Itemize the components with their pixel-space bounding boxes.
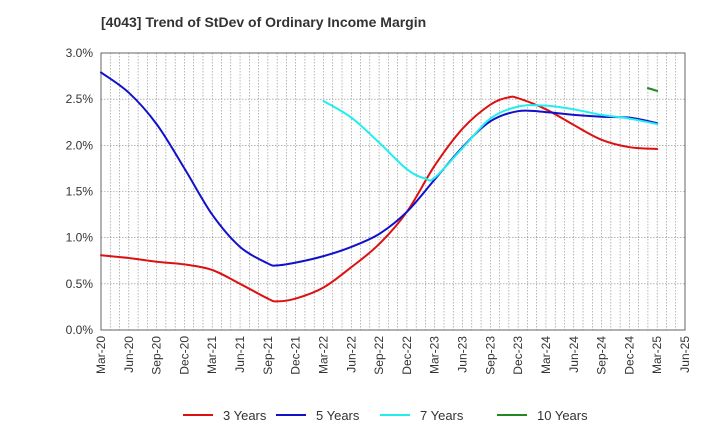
- x-tick-label: Dec-23: [511, 336, 525, 375]
- x-tick-label: Sep-22: [372, 336, 386, 375]
- y-tick-label: 1.0%: [66, 231, 94, 245]
- y-tick-label: 2.0%: [66, 138, 94, 152]
- x-tick-label: Mar-23: [428, 336, 442, 374]
- x-tick-label: Jun-20: [122, 336, 136, 373]
- x-tick-label: Sep-21: [261, 336, 275, 375]
- chart-title: [4043] Trend of StDev of Ordinary Income…: [101, 14, 426, 30]
- x-tick-label: Sep-23: [483, 336, 497, 375]
- series-lines: [100, 71, 659, 303]
- y-tick-label: 0.0%: [66, 323, 94, 337]
- x-tick-label: Mar-20: [94, 336, 108, 374]
- x-tick-label: Sep-20: [150, 336, 164, 375]
- plot-frame: [100, 52, 686, 331]
- x-tick-label: Jun-25: [678, 336, 692, 373]
- legend-label-10-years: 10 Years: [537, 408, 588, 423]
- grid: [100, 52, 686, 331]
- y-tick-label: 3.0%: [66, 46, 94, 60]
- x-tick-label: Jun-21: [233, 336, 247, 373]
- x-tick-label: Dec-21: [289, 336, 303, 375]
- x-tick-label: Dec-20: [177, 336, 191, 375]
- x-tick-label: Sep-24: [595, 336, 609, 375]
- series-line-10-years: [646, 87, 659, 92]
- legend: 3 Years 5 Years 7 Years 10 Years: [183, 408, 588, 423]
- series-line-5-years: [100, 71, 659, 267]
- legend-label-7-years: 7 Years: [420, 408, 464, 423]
- x-tick-label: Mar-22: [316, 336, 330, 374]
- x-tick-label: Dec-22: [400, 336, 414, 375]
- x-tick-label: Mar-24: [539, 336, 553, 374]
- y-tick-label: 0.5%: [66, 277, 94, 291]
- x-tick-label: Jun-23: [456, 336, 470, 373]
- x-tick-label: Mar-25: [650, 336, 664, 374]
- x-tick-label: Jun-24: [567, 336, 581, 373]
- x-tick-label: Mar-21: [205, 336, 219, 374]
- series-line-7-years: [322, 100, 659, 182]
- x-tick-label: Jun-22: [344, 336, 358, 373]
- axes: 0.0% 0.5% 1.0% 1.5% 2.0% 2.5% 3.0% Mar-20 Jun-20…: [66, 46, 692, 375]
- x-tick-label: Dec-24: [622, 336, 636, 375]
- y-tick-label: 1.5%: [66, 185, 94, 199]
- y-tick-label: 2.5%: [66, 92, 94, 106]
- legend-label-5-years: 5 Years: [316, 408, 360, 423]
- legend-label-3-years: 3 Years: [223, 408, 267, 423]
- series-line-3-years: [100, 95, 659, 303]
